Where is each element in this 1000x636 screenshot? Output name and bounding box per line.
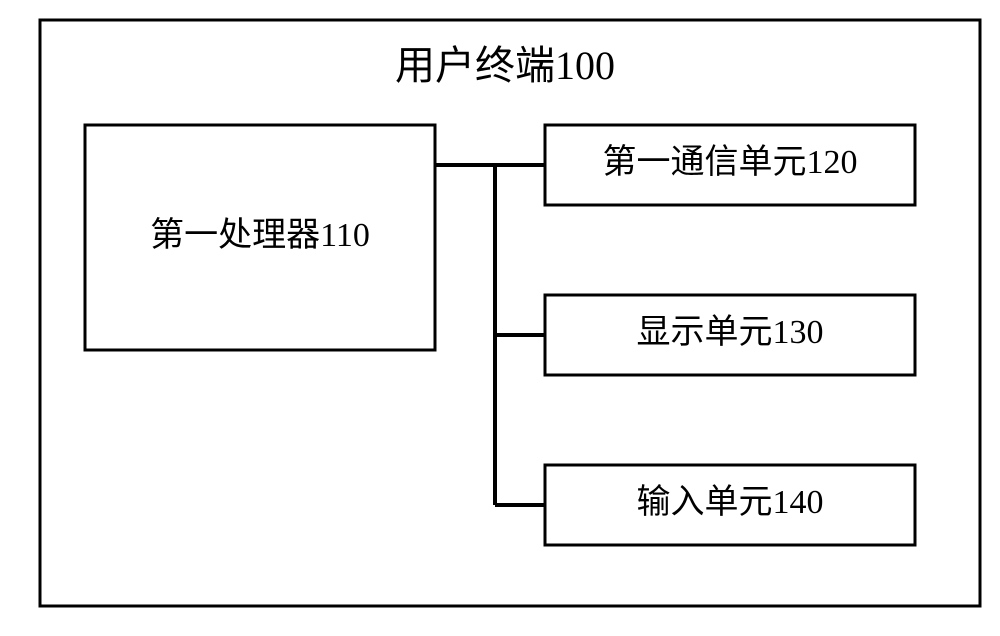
diagram-title: 用户终端100 [395, 43, 615, 88]
block-label: 输入单元140 [637, 483, 824, 521]
diagram-canvas: 用户终端100 第一处理器110 第一通信单元120 显示单元130 输入单元140 [0, 0, 1000, 636]
block-comm: 第一通信单元120 [545, 125, 915, 205]
block-label: 显示单元130 [637, 314, 824, 351]
block-label: 第一通信单元120 [603, 143, 858, 181]
block-label: 第一处理器110 [150, 216, 370, 254]
block-processor: 第一处理器110 [85, 125, 435, 350]
block-input: 输入单元140 [545, 465, 915, 545]
block-display: 显示单元130 [545, 295, 915, 375]
